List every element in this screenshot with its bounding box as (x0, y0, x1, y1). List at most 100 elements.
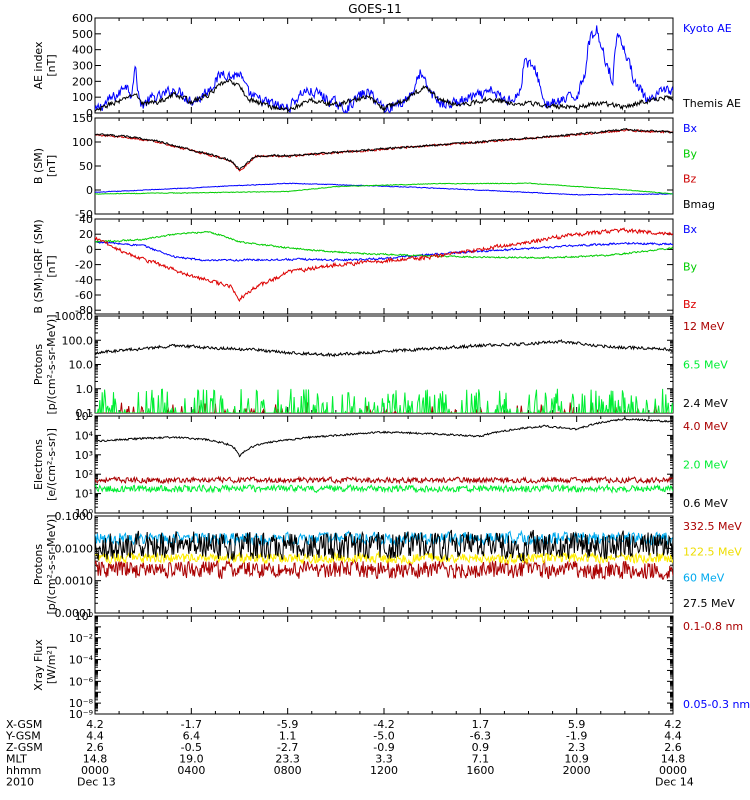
ephemeris-value: 0000 (81, 764, 109, 777)
ephemeris-value: -5.9 (277, 718, 298, 731)
ephemeris-value: 14.8 (661, 753, 686, 766)
ephemeris-value: 4.2 (86, 718, 104, 731)
x-axis-ephemeris: X-GSM 4.2 -1.7 -5.9 -4.2 1.7 5.9 4.2 Y-GSM 4.4 6.4… (5, 718, 694, 789)
series-group (95, 418, 673, 494)
series-line (95, 240, 673, 262)
ephemeris-value: -0.5 (181, 741, 202, 754)
y-axis-label: B (SM) (32, 148, 45, 184)
chart-title: GOES-11 (348, 2, 402, 16)
panel-6: 0.0001 0.0010 0.0100 0.1000 Protons [p/(cm²-s… (32, 510, 742, 620)
series-line (95, 475, 673, 485)
y-tick-label: 100.0 (62, 334, 94, 347)
y-tick-label: 500 (72, 28, 93, 41)
series-line (95, 127, 673, 171)
legend-entry: Bmag (683, 198, 715, 211)
y-tick-label: 600 (72, 12, 93, 25)
series-group (95, 127, 673, 196)
legend-entry: Bx (683, 122, 698, 135)
ephemeris-value: -6.3 (470, 730, 491, 743)
series-group (95, 338, 673, 413)
legend-entry: By (683, 261, 698, 274)
legend-entry: Kyoto AE (683, 22, 732, 35)
ephemeris-value: 4.4 (86, 730, 104, 743)
ephemeris-value: 1600 (466, 764, 494, 777)
y-tick-label: 10.0 (69, 359, 94, 372)
ephemeris-value: 3.3 (375, 753, 393, 766)
y-tick-label: -50 (75, 208, 93, 221)
series-line (95, 182, 673, 195)
y-axis-label: [e/(cm²-s-sr)] (45, 428, 58, 501)
ephemeris-value: 14.8 (83, 753, 108, 766)
series-group (95, 25, 673, 113)
y-tick-label: -20 (75, 259, 93, 272)
ephemeris-row-label: hhmm (6, 764, 41, 777)
y-tick-label: -60 (75, 289, 93, 302)
y-tick-label: 10¹ (75, 488, 93, 501)
panel-4: 0.1 1.0 10.0 100.0 1000.0 Protons [p/(cm²-s-sr… (32, 310, 728, 420)
ephemeris-value: 6.4 (183, 730, 201, 743)
ephemeris-value: 2.3 (568, 741, 586, 754)
y-tick-label: 0.1 (76, 407, 94, 420)
legend-entry: 0.05-0.3 nm (683, 698, 750, 711)
y-tick-label: 100 (72, 91, 93, 104)
y-tick-label: 10⁻⁸ (69, 697, 94, 710)
series-line (95, 388, 673, 413)
ephemeris-value: 1.1 (279, 730, 297, 743)
y-tick-label: 300 (72, 60, 93, 73)
ephemeris-value: 0800 (274, 764, 302, 777)
ephemeris-value: 4.4 (664, 730, 682, 743)
y-axis-label: [p/(cm²-s-sr-MeV)] (45, 515, 58, 615)
y-axis-label: [nT] (45, 155, 58, 177)
legend-entry: 0.6 MeV (683, 497, 728, 510)
y-axis-label: Protons (32, 344, 45, 385)
legend-entry: 12 MeV (683, 320, 725, 333)
legend-entry: Bx (683, 223, 698, 236)
y-tick-label: 10⁻² (69, 632, 93, 645)
ephemeris-value: 23.3 (275, 753, 300, 766)
y-tick-label: 10⁴ (75, 429, 94, 442)
panel-frame (94, 315, 674, 414)
panel-5: 10⁰ 10¹ 10² 10³ 10⁴ 10⁵ Electrons [e/(cm²-s-sr)… (32, 410, 728, 520)
ephemeris-value: 2000 (563, 764, 591, 777)
y-axis-label: Protons (32, 544, 45, 585)
y-axis-label: Xray Flux (32, 639, 45, 691)
legend-entry: 4.0 MeV (683, 420, 728, 433)
ephemeris-row-label: X-GSM (6, 718, 42, 731)
y-axis-label: [nT] (45, 54, 58, 76)
panel-1: 0 100 200 300 400 500 600 AE index [nT] Kyoto AE T… (32, 12, 741, 120)
y-tick-label: 1.0 (76, 383, 94, 396)
year-label: 2010 (6, 776, 34, 789)
series-group (95, 227, 673, 303)
y-axis-label: [W/m²] (45, 646, 58, 684)
y-tick-label: 1000.0 (55, 310, 94, 323)
y-tick-label: 100 (72, 136, 93, 149)
series-line (95, 25, 673, 113)
legend-entry: Themis AE (682, 97, 741, 110)
legend-entry: Bz (683, 173, 697, 186)
y-tick-label: 50 (79, 160, 93, 173)
y-tick-label: 10² (75, 468, 93, 481)
y-tick-label: -40 (75, 274, 93, 287)
legend-entry: 2.4 MeV (683, 397, 728, 410)
ephemeris-row-label: Y-GSM (5, 730, 41, 743)
y-tick-label: 0.0010 (55, 575, 94, 588)
ephemeris-value: 1.7 (472, 718, 490, 731)
ephemeris-value: 5.9 (568, 718, 586, 731)
y-axis-label: [nT] (45, 255, 58, 277)
y-tick-label: 10⁵ (75, 410, 93, 423)
panel-3: -80 -60 -40 -20 0 20 40 B (SM)-IGRF (SM) [nT] Bx B… (32, 213, 698, 317)
series-line (95, 483, 673, 494)
ephemeris-value: -2.7 (277, 741, 298, 754)
y-tick-label: 400 (72, 44, 93, 57)
legend-entry: 60 MeV (683, 571, 725, 584)
ephemeris-value: -1.7 (181, 718, 202, 731)
series-line (95, 227, 673, 303)
series-line (95, 418, 673, 458)
legend-entry: 332.5 MeV (683, 520, 742, 533)
series-line (95, 550, 673, 566)
legend-entry: 0.1-0.8 nm (683, 620, 743, 633)
legend-entry: 6.5 MeV (683, 359, 728, 372)
y-tick-label: 0.0100 (55, 542, 94, 555)
ephemeris-row-label: Z-GSM (6, 741, 43, 754)
